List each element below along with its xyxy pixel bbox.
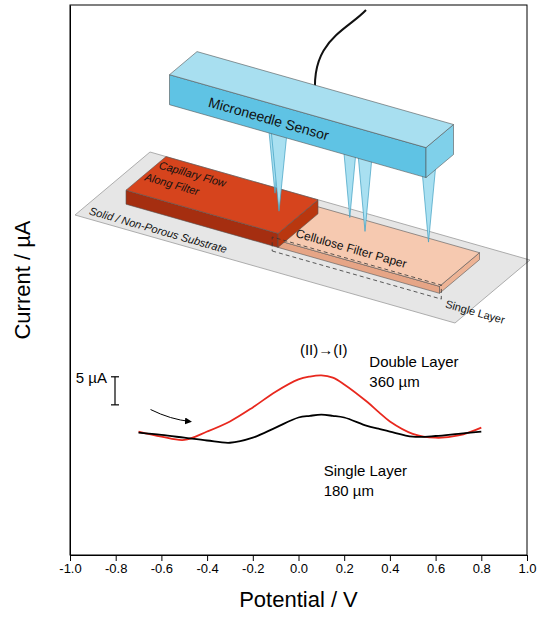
x-tick: 0.4 xyxy=(381,555,399,576)
x-tick-mark xyxy=(299,555,300,561)
x-tick-mark xyxy=(207,555,208,561)
x-tick-mark xyxy=(70,555,71,561)
series-line xyxy=(139,415,482,443)
annotation: 360 µm xyxy=(369,373,419,390)
x-tick: -0.4 xyxy=(196,555,218,576)
scale-bar-cap xyxy=(111,376,119,377)
x-tick-mark xyxy=(390,555,391,561)
scale-bar-line xyxy=(114,377,115,405)
x-tick: 0.8 xyxy=(473,555,491,576)
x-tick-mark xyxy=(253,555,254,561)
x-tick-label: 0.0 xyxy=(290,561,308,576)
paper-label: Cellulose Filter Paper xyxy=(294,226,408,271)
substrate-label: Solid / Non-Porous Substrate xyxy=(88,205,228,256)
substrate xyxy=(75,152,530,323)
x-tick-mark xyxy=(436,555,437,561)
sensor-label: Microneedle Sensor xyxy=(207,94,331,144)
x-tick: -0.6 xyxy=(151,555,173,576)
x-axis-title: Potential / V xyxy=(239,587,358,612)
annotation: 180 µm xyxy=(324,482,374,499)
y-axis xyxy=(70,6,71,556)
x-tick: 1.0 xyxy=(518,555,536,576)
x-tick-label: -0.4 xyxy=(196,561,218,576)
x-tick-label: -1.0 xyxy=(59,561,81,576)
x-tick: 0.6 xyxy=(427,555,445,576)
x-tick-label: -0.8 xyxy=(105,561,127,576)
x-tick-label: 0.2 xyxy=(336,561,354,576)
x-tick-label: 1.0 xyxy=(518,561,536,576)
x-tick: -0.8 xyxy=(105,555,127,576)
annotation: (II)→(I) xyxy=(300,341,347,358)
x-tick: 0.0 xyxy=(290,555,308,576)
x-tick-label: 0.8 xyxy=(473,561,491,576)
x-tick: 0.2 xyxy=(336,555,354,576)
sensor-top xyxy=(170,52,454,148)
scale-bar-cap xyxy=(111,404,119,405)
x-tick-mark xyxy=(481,555,482,561)
x-axis: -1.0 -0.8 -0.6 -0.4 -0.2 0.0 0.2 0.4 0.6 0.8 1.0 xyxy=(59,555,536,576)
x-tick-mark xyxy=(161,555,162,561)
series-label: Double Layer xyxy=(369,353,458,370)
y-axis-title: Current / µA xyxy=(10,220,35,339)
x-tick-label: -0.2 xyxy=(242,561,264,576)
series-line xyxy=(139,375,482,440)
x-tick-mark xyxy=(344,555,345,561)
chart-svg: Microneedle SensorCapillary FlowAlong Fi… xyxy=(0,0,543,619)
inset-diagram: Microneedle SensorCapillary FlowAlong Fi… xyxy=(75,10,530,326)
x-tick: -1.0 xyxy=(59,555,81,576)
x-tick-label: 0.6 xyxy=(427,561,445,576)
x-tick-mark xyxy=(527,555,528,561)
y-axis-line xyxy=(70,6,71,556)
flow-label: Along Filter xyxy=(143,170,202,197)
curves xyxy=(139,375,482,442)
scale-bar: 5 µA xyxy=(76,369,119,405)
x-tick-label: 0.4 xyxy=(381,561,399,576)
x-tick-label: -0.6 xyxy=(151,561,173,576)
scale-bar-label: 5 µA xyxy=(76,369,107,386)
plot-frame xyxy=(70,5,527,555)
layer-label: Single Layer xyxy=(444,298,506,326)
x-tick-mark xyxy=(116,555,117,561)
plot: -1.0 -0.8 -0.6 -0.4 -0.2 0.0 0.2 0.4 0.6 0.8 1.0 Do… xyxy=(59,5,536,576)
x-tick: -0.2 xyxy=(242,555,264,576)
series-label: Single Layer xyxy=(324,462,407,479)
scan-arrow xyxy=(151,410,191,422)
